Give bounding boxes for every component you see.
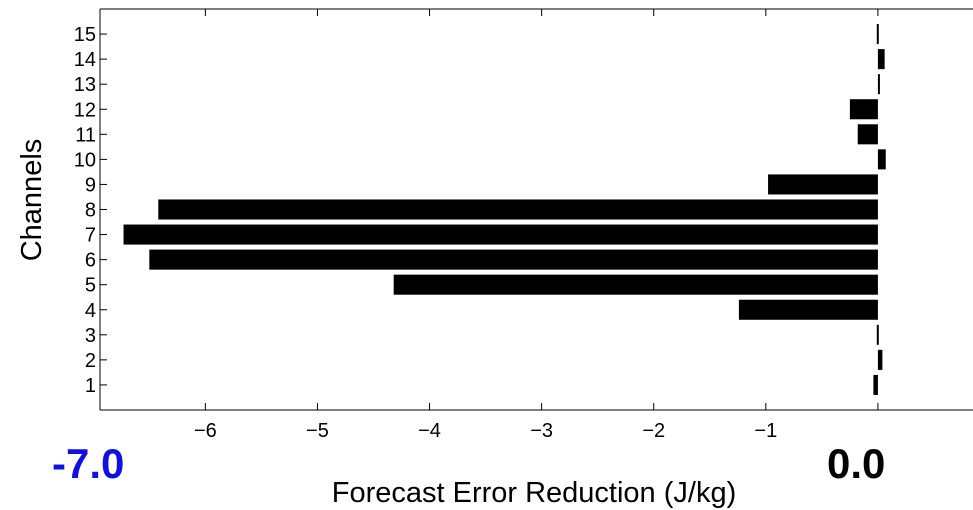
x-zero-annotation: 0.0 [827,440,885,487]
bar-channel-4 [738,299,878,320]
bar-channel-12 [849,99,878,120]
bar-channel-13 [877,74,880,95]
x-tick-label: −1 [754,420,777,442]
bar-channel-15 [876,24,879,45]
x-tick-label: −2 [642,420,665,442]
bar-channel-2 [877,349,883,370]
y-tick-label: 7 [85,225,96,247]
bar-channel-11 [857,124,878,145]
x-tick-label: −4 [418,420,441,442]
y-tick-label: 14 [74,49,96,71]
y-tick-label: 1 [85,375,96,397]
x-ticks-group: −6−5−4−3−2−11 [194,9,879,442]
bar-channel-3 [876,324,879,345]
bar-channel-8 [158,199,878,220]
x-min-annotation: -7.0 [52,440,124,487]
bar-channel-10 [877,149,886,170]
y-axis-label: Channels [16,139,48,262]
y-tick-label: 15 [74,24,96,46]
bars-group [123,24,886,395]
y-tick-label: 8 [85,200,96,222]
y-tick-label: 13 [74,74,96,96]
bar-channel-6 [149,249,878,270]
x-tick-label: −5 [306,420,329,442]
y-tick-label: 11 [75,124,96,146]
y-tick-label: 12 [74,99,96,121]
bar-channel-5 [393,274,878,295]
x-tick-label: −6 [194,420,217,442]
y-tick-label: 6 [85,250,96,272]
y-tick-label: 10 [74,149,96,171]
y-tick-label: 4 [85,300,96,322]
y-tick-label: 9 [85,174,96,196]
x-tick-label: −3 [530,420,553,442]
y-tick-label: 5 [85,275,96,297]
y-tick-label: 3 [85,325,96,347]
bar-channel-9 [768,174,878,195]
bar-channel-14 [877,49,885,70]
bar-channel-7 [123,224,878,245]
bar-channel-1 [873,374,878,395]
y-tick-label: 2 [85,350,96,372]
x-axis-label: Forecast Error Reduction (J/kg) [332,477,737,509]
